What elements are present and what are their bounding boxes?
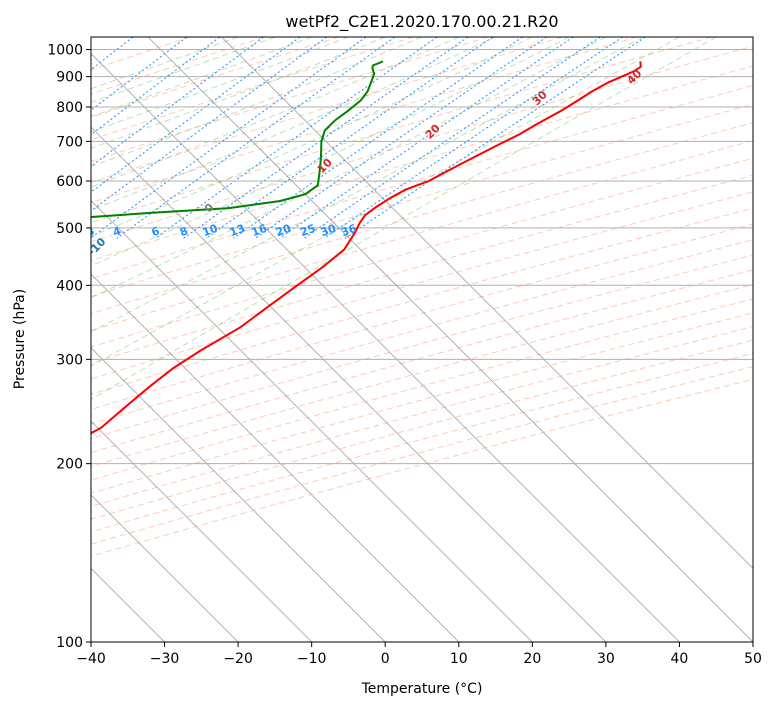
mixing-ratio-line <box>91 37 221 136</box>
moist-adiabat <box>91 37 717 400</box>
mixing-ratio-line <box>116 37 395 239</box>
dewpoint-profile-line <box>91 60 384 219</box>
mixing-ratio-line <box>91 37 367 239</box>
temperature-profile-line <box>91 61 642 435</box>
y-tick-label: 600 <box>56 174 83 190</box>
dry-adiabat <box>91 312 753 494</box>
moist-adiabat <box>91 37 496 211</box>
mixing-ratio-line <box>205 37 493 239</box>
x-tick-label: −30 <box>150 651 180 667</box>
x-tick-label: 50 <box>744 651 762 667</box>
mixing-ratio-line <box>303 37 601 239</box>
profile-series <box>91 60 642 435</box>
dry-adiabat <box>91 284 753 467</box>
dry-adiabat <box>91 269 753 454</box>
isotherm-line <box>91 52 680 642</box>
x-tick-label: 20 <box>523 651 541 667</box>
moist-adiabat <box>91 37 423 167</box>
dry-adiabat <box>91 37 489 162</box>
plot-frame <box>90 36 754 643</box>
y-tick-label: 200 <box>56 457 83 473</box>
x-tick-label: 40 <box>671 651 689 667</box>
dry-adiabat <box>91 122 753 315</box>
isotherm-line <box>91 420 312 642</box>
moist-adiabat <box>91 37 276 103</box>
x-tick-label: 0 <box>381 651 390 667</box>
y-tick-label: 500 <box>56 221 83 237</box>
dry-adiabat <box>91 37 638 204</box>
mixing-ratio-label: 16 <box>250 222 269 240</box>
moist-adiabat <box>91 37 607 299</box>
background-lines <box>91 37 753 642</box>
mixing-ratio-label: 25 <box>298 222 317 239</box>
dry-adiabat <box>91 140 753 332</box>
mixing-ratio-line <box>255 37 547 239</box>
x-axis-label: Temperature (°C) <box>361 681 483 697</box>
y-tick-label: 400 <box>56 278 83 294</box>
dry-adiabat <box>91 378 753 557</box>
mixing-ratio-label: 30 <box>319 222 338 240</box>
mixing-ratio-label: 6 <box>150 224 162 239</box>
y-tick-label: 100 <box>56 635 83 651</box>
dry-adiabat <box>91 103 753 298</box>
moist-adiabat <box>91 37 386 149</box>
dry-adiabat <box>91 65 753 262</box>
mixing-ratio-label: 36 <box>339 222 358 240</box>
mixing-ratio-label: 10 <box>201 222 220 240</box>
x-tick-label: −10 <box>297 651 327 667</box>
dry-adiabat <box>91 339 753 520</box>
mixing-ratio-line <box>154 37 438 239</box>
mixing-ratio-label: 4 <box>111 224 123 239</box>
axes: −40 −30 −20 −10 0 10 20 30 40 50 100 200 300 400 500 60… <box>47 43 762 667</box>
mixing-ratio-line <box>91 37 301 193</box>
dry-adiabat <box>91 85 753 280</box>
pressure-gridlines <box>91 49 753 642</box>
isotherm-line <box>147 37 753 642</box>
mixing-ratio-line <box>279 37 574 239</box>
y-tick-label: 800 <box>56 100 83 116</box>
dry-adiabat <box>91 37 414 141</box>
dry-adiabat <box>91 37 265 95</box>
x-tick-label: 30 <box>597 651 615 667</box>
dry-adiabat <box>91 239 753 425</box>
y-tick-label: 900 <box>56 70 83 86</box>
dry-adiabat <box>91 37 712 224</box>
mixing-ratio-label: 20 <box>274 222 293 240</box>
y-tick-label: 300 <box>56 352 83 368</box>
y-axis-label: Pressure (hPa) <box>12 289 28 389</box>
dry-adiabat <box>91 353 753 533</box>
isotherm-line <box>91 494 239 642</box>
x-tick-label: 10 <box>450 651 468 667</box>
y-tick-label: 1000 <box>47 43 83 59</box>
isotherm-line <box>91 200 533 642</box>
isotherm-line <box>91 347 386 642</box>
y-tick-label: 700 <box>56 134 83 150</box>
x-tick-label: −40 <box>76 651 106 667</box>
mixing-ratio-line <box>91 37 264 167</box>
isotherm-line <box>91 273 460 642</box>
mixing-ratio-label: 13 <box>228 222 247 239</box>
moist-adiabat <box>91 37 643 333</box>
moist-adiabat <box>91 37 680 367</box>
x-tick-label: −20 <box>223 651 253 667</box>
chart-title: wetPf2_C2E1.2020.170.00.21.R20 <box>285 12 558 32</box>
mixing-ratio-line <box>91 37 327 212</box>
moist-adiabat <box>91 37 312 117</box>
mixing-ratio-line <box>233 37 523 239</box>
mixing-ratio-label: 3 <box>85 224 97 239</box>
isotherm-line <box>91 126 607 642</box>
mixing-ratio-label: 8 <box>178 224 190 239</box>
moist-adiabat <box>91 37 459 188</box>
